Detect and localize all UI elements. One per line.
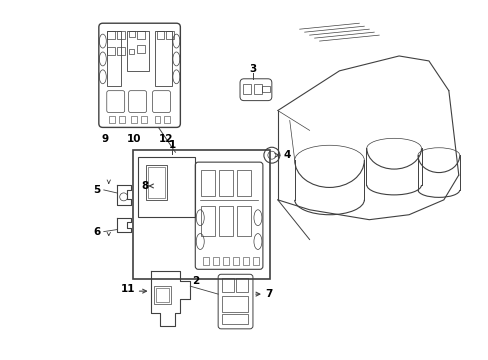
Bar: [128, 49, 133, 54]
Bar: [262, 86, 269, 92]
Bar: [117, 47, 124, 55]
Text: 11: 11: [121, 284, 135, 294]
Bar: [222, 314, 247, 324]
Bar: [128, 31, 134, 37]
Bar: [132, 150, 269, 279]
Bar: [243, 84, 250, 94]
Text: 4: 4: [283, 150, 290, 160]
Bar: [252, 257, 258, 265]
Text: 5: 5: [93, 185, 101, 195]
Bar: [236, 278, 247, 292]
Bar: [219, 170, 233, 196]
Bar: [147, 167, 165, 198]
Text: 12: 12: [159, 134, 173, 144]
Bar: [237, 170, 250, 196]
Bar: [117, 31, 124, 39]
Bar: [126, 31, 148, 71]
Bar: [154, 116, 160, 123]
Bar: [108, 116, 115, 123]
Text: 9: 9: [101, 134, 108, 144]
Text: 1: 1: [168, 140, 176, 150]
Bar: [243, 257, 248, 265]
Bar: [156, 31, 164, 39]
Text: 10: 10: [126, 134, 141, 144]
Bar: [106, 47, 115, 55]
Bar: [136, 45, 144, 53]
Bar: [237, 206, 250, 235]
Bar: [219, 206, 233, 235]
Bar: [164, 116, 170, 123]
Bar: [130, 116, 136, 123]
Bar: [137, 157, 195, 217]
Text: 3: 3: [249, 64, 256, 74]
Bar: [201, 170, 215, 196]
Bar: [222, 296, 247, 312]
Text: 6: 6: [93, 226, 101, 237]
Text: 7: 7: [264, 289, 272, 299]
Bar: [154, 31, 172, 86]
Bar: [141, 116, 146, 123]
Bar: [106, 31, 115, 39]
Bar: [155, 288, 169, 302]
Bar: [145, 165, 167, 200]
Bar: [253, 84, 262, 94]
Bar: [203, 257, 209, 265]
Bar: [213, 257, 219, 265]
Bar: [233, 257, 239, 265]
Text: 8: 8: [141, 181, 148, 191]
Bar: [136, 31, 144, 39]
Bar: [222, 278, 234, 292]
Bar: [153, 286, 171, 304]
Text: 2: 2: [191, 276, 199, 286]
Bar: [106, 31, 121, 86]
Bar: [223, 257, 228, 265]
Bar: [119, 116, 124, 123]
Bar: [166, 31, 174, 39]
Bar: [201, 206, 215, 235]
